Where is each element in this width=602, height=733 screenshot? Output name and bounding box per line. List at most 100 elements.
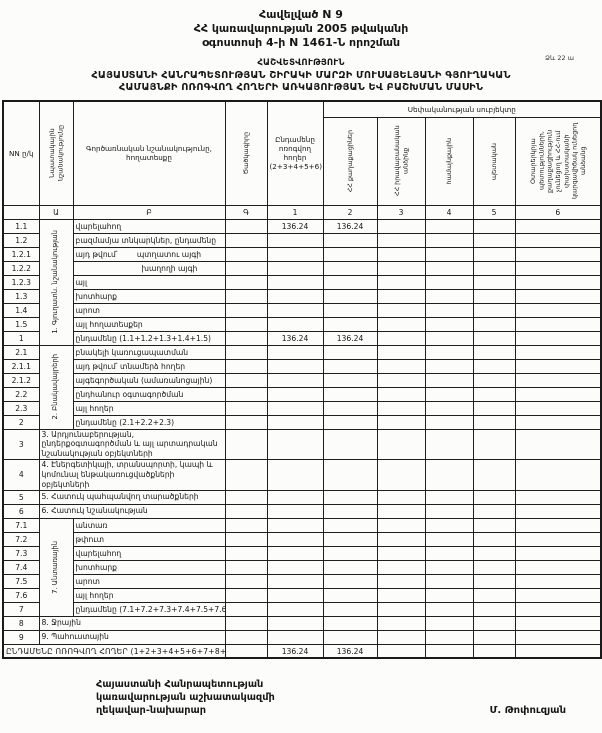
code-cell [224, 459, 268, 491]
code-cell [224, 246, 268, 262]
value-cell [514, 559, 602, 575]
value-cell [376, 274, 426, 290]
value-cell [472, 386, 516, 402]
value-cell [514, 428, 602, 461]
code-cell [224, 372, 268, 388]
value-cell [424, 274, 474, 290]
row-label: 8. Ջրային [38, 615, 226, 631]
value-cell [266, 232, 324, 248]
code-cell [224, 615, 268, 631]
header-code-text: Ծածկագիրը [241, 132, 250, 175]
value-cell [514, 386, 602, 402]
value-cell [376, 489, 426, 505]
value-cell [266, 288, 324, 304]
table-row: 1.5 այլ հողատեսքեր [2, 316, 602, 332]
table-row: 2.1 2. Բնակավայրերի բնակելի կառուցապատման [2, 344, 602, 430]
column-index-cell: 3 [376, 204, 426, 220]
document-title: ՀԱՅԱՍՏԱՆԻ ՀԱՆՐԱՊԵՏՈՒԹՅԱՆ ՇԻՐԱԿԻ ՄԱՐԶԻ ՄՈ… [2, 70, 600, 94]
value-cell [266, 344, 324, 360]
value-cell [376, 386, 426, 402]
value-cell [514, 643, 602, 659]
value-cell [424, 288, 474, 304]
grand-total-label: ԸՆԴԱՄԵՆԸ ՈՌՈԳՎՈՂ ՀՈՂԵՐ (1+2+3+4+5+6+7+8+… [2, 643, 226, 659]
land-type-label: արոտ [72, 573, 226, 589]
row-number: 9 [2, 629, 40, 645]
table-row: 7.2 թփուտ [2, 531, 602, 547]
value-cell [266, 615, 324, 631]
value-cell [424, 260, 474, 276]
value-cell [472, 330, 516, 346]
table-row: 1.3 խոտհարք [2, 288, 602, 304]
row-number: 2 [2, 414, 40, 430]
value-cell: 136.24 [322, 330, 378, 346]
row-number: 2.1.2 [2, 372, 40, 388]
value-cell [472, 545, 516, 561]
document-page: Հավելված N 9 ՀՀ կառավարության 2005 թվակա… [2, 8, 602, 717]
value-cell [376, 643, 426, 659]
value-cell [322, 629, 378, 645]
value-cell [514, 545, 602, 561]
code-cell [224, 428, 268, 461]
value-cell [514, 414, 602, 430]
value-cell [322, 531, 378, 547]
header-owner-legal-entities: ՀՀ իրավաբանական անձինք [376, 116, 426, 206]
value-cell [322, 559, 378, 575]
table-row: ԸՆԴԱՄԵՆԸ ՈՌՈԳՎՈՂ ՀՈՂԵՐ (1+2+3+4+5+6+7+8+… [2, 643, 602, 659]
value-cell [424, 629, 474, 645]
row-number: 7.1 [2, 517, 40, 533]
code-cell [224, 489, 268, 505]
value-cell [472, 531, 516, 547]
value-cell [472, 517, 516, 533]
table-body: Ա Բ Գ 1 2 3 4 5 6 1.1 1. Գյուղատն. նշանակության վար… [2, 204, 602, 659]
table-row: 7.5 արոտ [2, 573, 602, 589]
value-cell [266, 559, 324, 575]
value-cell [424, 218, 474, 234]
header-owner-citizens: ՀՀ քաղաքացիներ [322, 116, 378, 206]
value-cell [424, 414, 474, 430]
value-cell [514, 601, 602, 617]
value-cell [424, 428, 474, 461]
header-owner-state: պետական [472, 116, 516, 206]
value-cell [472, 274, 516, 290]
header-owner-text: ՀՀ քաղաքացիներ [345, 129, 354, 193]
value-cell [322, 587, 378, 603]
land-type-label: բնակելի կառուցապատման [72, 344, 226, 360]
value-cell [514, 344, 602, 360]
land-type-label: խոտհարք [72, 559, 226, 575]
signatory-title: Հայաստանի Հանրապետության կառավարության ա… [96, 679, 275, 717]
value-cell [514, 218, 602, 234]
land-type-label: այլ հողեր [72, 400, 226, 416]
land-type-label: թփուտ [72, 531, 226, 547]
header-owner-text: պետական [489, 142, 498, 180]
value-cell [322, 489, 378, 505]
value-cell [322, 246, 378, 262]
column-index-cell: Ա [38, 204, 74, 220]
header-nn: NN ը/կ [2, 100, 40, 206]
row-number: 1.2.1 [2, 246, 40, 262]
value-cell [472, 316, 516, 332]
value-cell [514, 288, 602, 304]
value-cell [266, 414, 324, 430]
row-number: 8 [2, 615, 40, 631]
signatory-title-line: կառավարության աշխատակազմի [96, 692, 275, 704]
land-type-label: այլ հողատեսքեր [72, 316, 226, 332]
code-cell [224, 330, 268, 346]
header-code: Ծածկագիրը [224, 100, 268, 206]
code-cell [224, 503, 268, 519]
code-cell [224, 545, 268, 561]
code-cell [224, 400, 268, 416]
value-cell [514, 489, 602, 505]
land-type-label: արոտ [72, 302, 226, 318]
table-row: 2.3 այլ հողեր [2, 400, 602, 416]
value-cell [424, 587, 474, 603]
value-cell [266, 601, 324, 617]
value-cell [424, 615, 474, 631]
code-cell [224, 601, 268, 617]
value-cell [322, 503, 378, 519]
row-label: 4. Էներգետիկայի, տրանսպորտի, կապի և կոմո… [38, 459, 226, 491]
table-row: 6 6. Հատուկ նշանակության [2, 503, 602, 519]
value-cell [376, 601, 426, 617]
value-cell [266, 517, 324, 533]
value-cell [514, 615, 602, 631]
value-cell [322, 372, 378, 388]
